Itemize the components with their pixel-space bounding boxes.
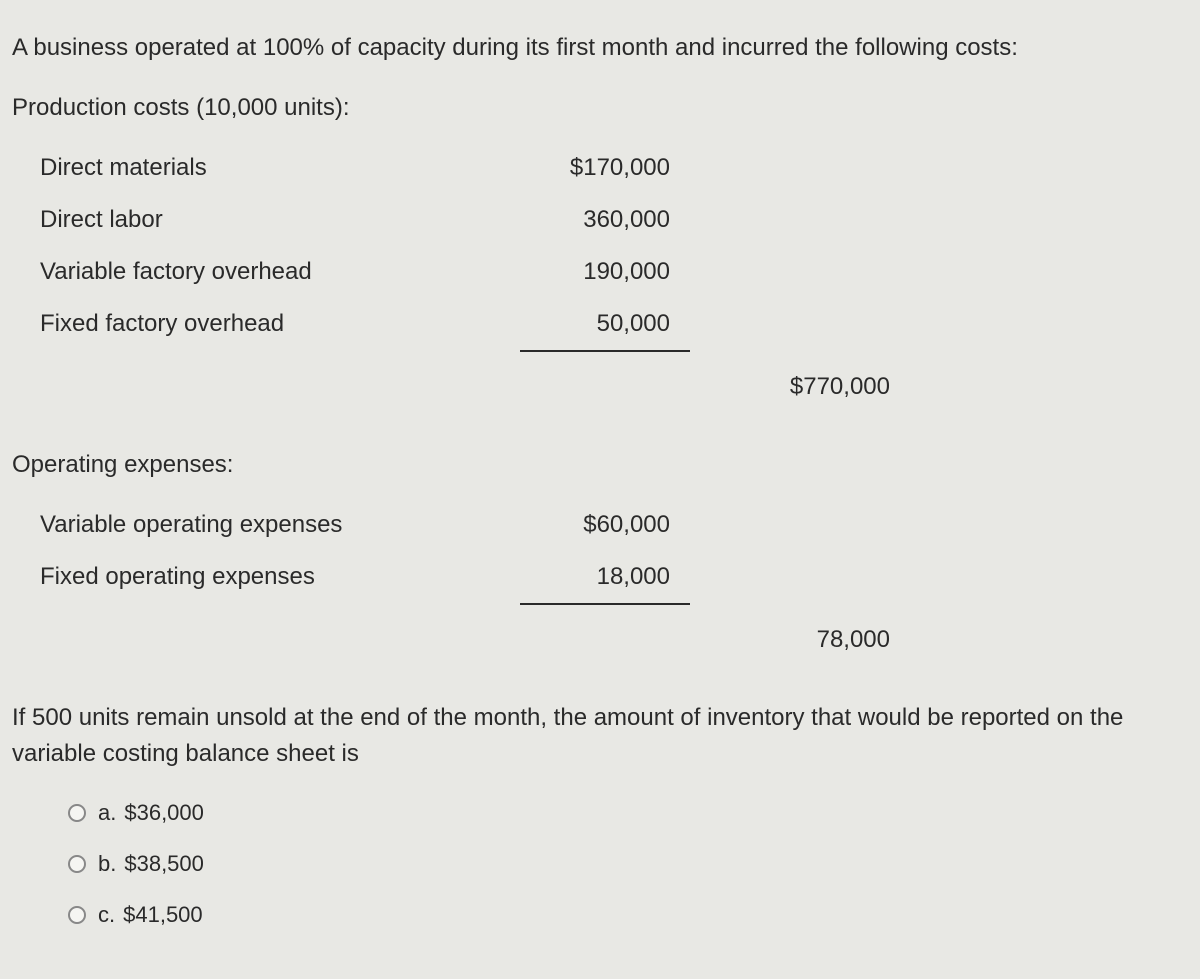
radio-icon[interactable]	[68, 855, 86, 873]
radio-icon[interactable]	[68, 906, 86, 924]
option-letter: b.	[98, 847, 116, 880]
cost-amount: 360,000	[520, 194, 690, 246]
cost-label: Variable factory overhead	[40, 246, 520, 298]
subtotal-row: $770,000	[40, 351, 890, 423]
table-row: Variable factory overhead 190,000	[40, 246, 890, 298]
option-text: $38,500	[124, 847, 204, 880]
option-letter: a.	[98, 796, 116, 829]
option-letter: c.	[98, 898, 115, 931]
option-text: $41,500	[123, 898, 203, 931]
option-b[interactable]: b. $38,500	[68, 847, 1188, 880]
cost-amount: 50,000	[520, 298, 690, 351]
question-followup: If 500 units remain unsold at the end of…	[12, 700, 1188, 772]
production-header: Production costs (10,000 units):	[12, 90, 1188, 126]
cost-amount: 18,000	[520, 551, 690, 604]
cost-amount: $60,000	[520, 499, 690, 551]
cost-amount: $170,000	[520, 142, 690, 194]
cost-label: Direct materials	[40, 142, 520, 194]
answer-options: a. $36,000 b. $38,500 c. $41,500	[68, 796, 1188, 931]
cost-amount: 190,000	[520, 246, 690, 298]
operating-subtotal: 78,000	[690, 604, 890, 676]
question-intro: A business operated at 100% of capacity …	[12, 30, 1188, 66]
cost-label: Fixed operating expenses	[40, 551, 520, 604]
cost-label: Variable operating expenses	[40, 499, 520, 551]
table-row: Variable operating expenses $60,000	[40, 499, 890, 551]
subtotal-row: 78,000	[40, 604, 890, 676]
production-subtotal: $770,000	[690, 351, 890, 423]
table-row: Fixed operating expenses 18,000	[40, 551, 890, 604]
table-row: Fixed factory overhead 50,000	[40, 298, 890, 351]
operating-expenses-table: Variable operating expenses $60,000 Fixe…	[40, 499, 890, 676]
production-costs-table: Direct materials $170,000 Direct labor 3…	[40, 142, 890, 423]
cost-label: Fixed factory overhead	[40, 298, 520, 351]
operating-header: Operating expenses:	[12, 447, 1188, 483]
cost-label: Direct labor	[40, 194, 520, 246]
radio-icon[interactable]	[68, 804, 86, 822]
table-row: Direct labor 360,000	[40, 194, 890, 246]
option-a[interactable]: a. $36,000	[68, 796, 1188, 829]
table-row: Direct materials $170,000	[40, 142, 890, 194]
option-c[interactable]: c. $41,500	[68, 898, 1188, 931]
option-text: $36,000	[124, 796, 204, 829]
